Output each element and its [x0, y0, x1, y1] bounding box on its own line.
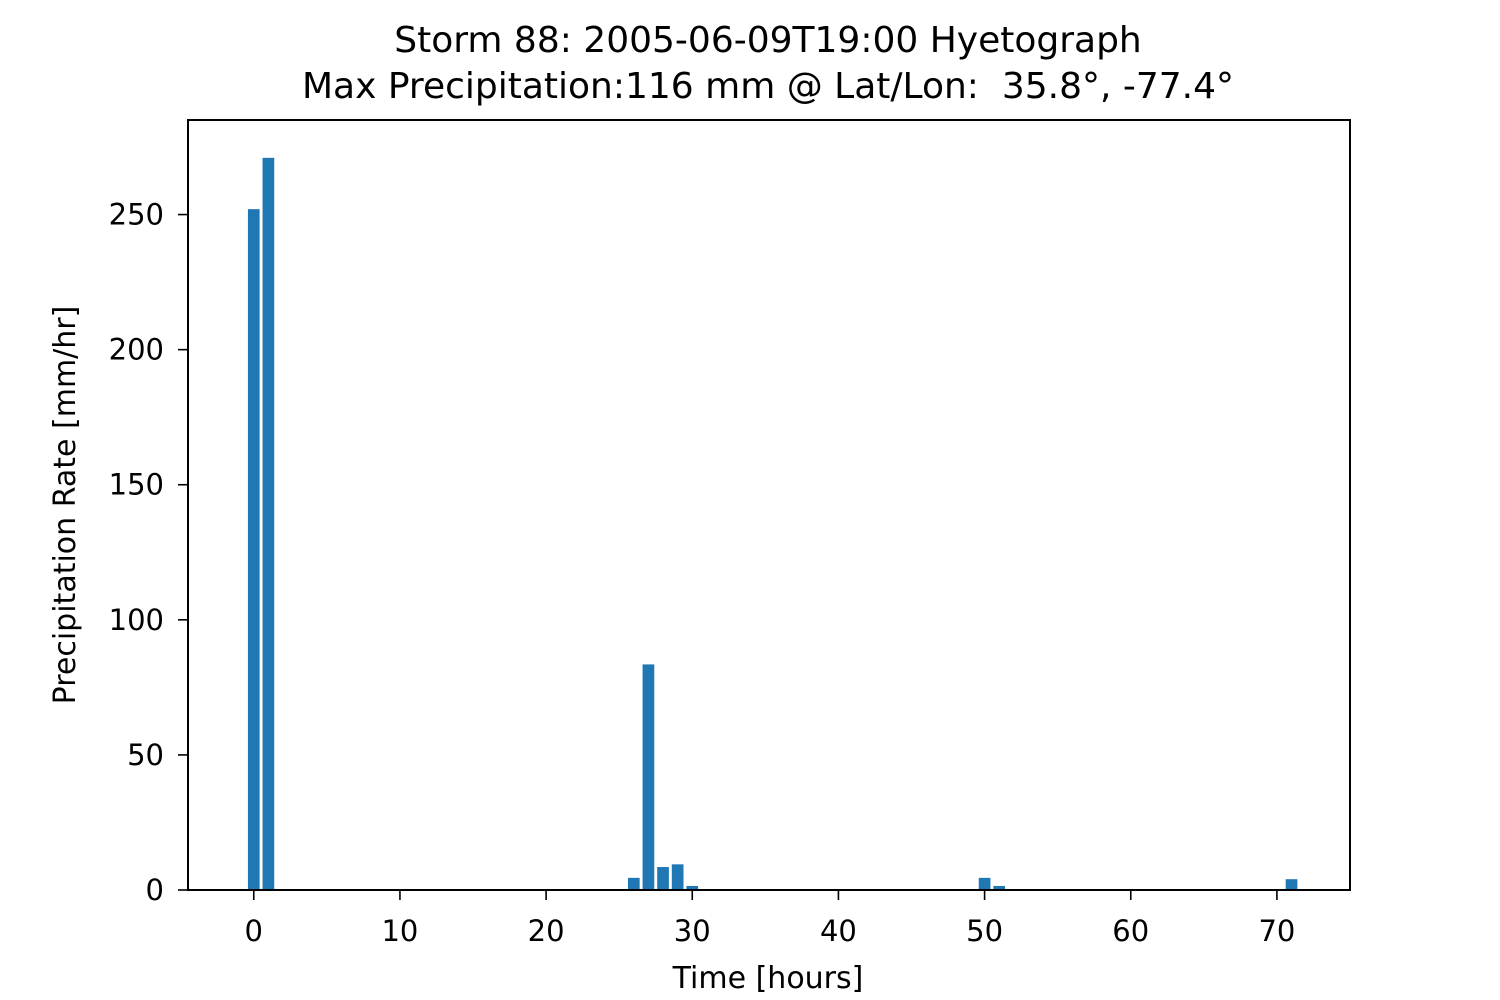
bar-hour-0: [247, 209, 260, 890]
bar-hour-29: [671, 864, 684, 890]
bar-hour-50: [978, 877, 991, 890]
bar-hour-28: [657, 867, 669, 890]
x-tick-label: 70: [1258, 914, 1295, 948]
x-tick-label: 40: [820, 914, 857, 948]
x-axis-label: Time [hours]: [672, 961, 864, 996]
x-tick-label: 30: [674, 914, 711, 948]
y-axis-ticks: 0 50 100 150 200 250: [109, 198, 188, 907]
y-tick-label: 0: [146, 873, 164, 907]
plot-frame: [187, 119, 1351, 891]
y-tick-label: 150: [109, 468, 164, 502]
bar-hour-30: [686, 885, 699, 890]
y-tick-label: 100: [109, 603, 164, 637]
bar-series: [247, 157, 1298, 890]
bar-hour-51: [993, 885, 1006, 890]
x-axis-ticks: 0 10 20 30 40 50 60 70: [245, 890, 1295, 948]
bar-hour-27: [642, 664, 655, 890]
bar-hour-71: [1285, 879, 1298, 890]
x-tick-label: 50: [966, 914, 1003, 948]
bar-hour-26: [627, 877, 640, 890]
y-tick-label: 250: [109, 198, 164, 232]
x-tick-label: 0: [245, 914, 263, 948]
x-tick-label: 20: [528, 914, 565, 948]
x-tick-label: 10: [381, 914, 418, 948]
x-tick-label: 60: [1112, 914, 1149, 948]
y-axis-label: Precipitation Rate [mm/hr]: [48, 306, 83, 705]
bar-hour-1: [262, 157, 275, 890]
y-tick-label: 50: [127, 738, 164, 772]
y-tick-label: 200: [109, 333, 164, 367]
chart-subtitle: Max Precipitation:116 mm @ Lat/Lon: 35.8…: [302, 66, 1234, 107]
chart-title: Storm 88: 2005-06-09T19:00 Hyetograph: [394, 20, 1142, 61]
